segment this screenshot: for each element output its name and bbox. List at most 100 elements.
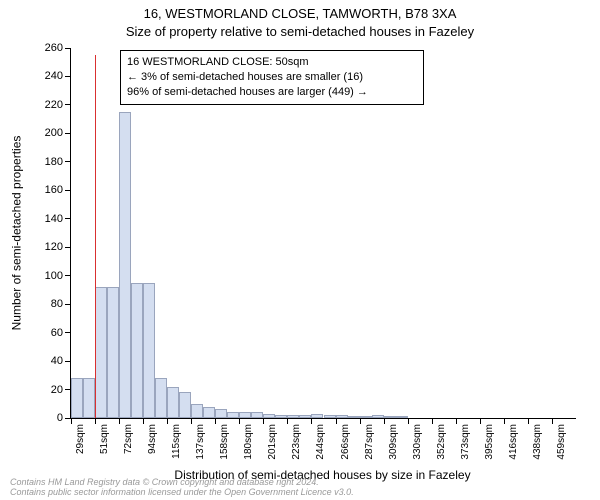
x-tick: [167, 418, 168, 424]
histogram-bar: [71, 378, 83, 418]
y-tick: [65, 161, 71, 162]
y-tick: [65, 247, 71, 248]
x-tick: [480, 418, 481, 424]
y-tick: [65, 133, 71, 134]
x-tick-label: 115sqm: [171, 424, 182, 459]
y-tick-label: 80: [51, 298, 63, 310]
x-tick-label: 330sqm: [412, 424, 423, 460]
x-tick: [119, 418, 120, 424]
x-tick-label: 395sqm: [484, 424, 495, 460]
x-tick: [215, 418, 216, 424]
histogram-bar: [119, 112, 131, 418]
x-tick: [95, 418, 96, 424]
x-tick: [263, 418, 264, 424]
x-tick: [432, 418, 433, 424]
property-size-chart: 16, WESTMORLAND CLOSE, TAMWORTH, B78 3XA…: [0, 0, 600, 500]
y-tick-label: 260: [45, 42, 63, 54]
x-tick: [552, 418, 553, 424]
histogram-bar: [396, 416, 408, 418]
x-tick-label: 352sqm: [436, 424, 447, 460]
histogram-bar: [372, 415, 384, 418]
histogram-bar: [275, 415, 287, 418]
histogram-bar: [227, 412, 239, 418]
annotation-line-1: 16 WESTMORLAND CLOSE: 50sqm: [127, 55, 417, 70]
histogram-bar: [336, 415, 348, 418]
annotation-box: 16 WESTMORLAND CLOSE: 50sqm ← 3% of semi…: [120, 50, 424, 105]
x-tick-label: 201sqm: [267, 424, 278, 460]
y-tick-label: 40: [51, 355, 63, 367]
x-tick: [287, 418, 288, 424]
histogram-bar: [287, 415, 299, 418]
y-axis-label: Number of semi-detached properties: [8, 48, 24, 418]
x-tick: [384, 418, 385, 424]
x-tick: [504, 418, 505, 424]
y-tick-label: 220: [45, 99, 63, 111]
x-tick: [191, 418, 192, 424]
x-tick-label: 72sqm: [123, 424, 134, 454]
y-tick: [65, 48, 71, 49]
y-tick-label: 60: [51, 327, 63, 339]
x-tick-label: 373sqm: [460, 424, 471, 460]
histogram-bar: [215, 409, 227, 418]
histogram-bar: [143, 283, 155, 418]
x-tick-label: 137sqm: [195, 424, 206, 460]
x-tick: [336, 418, 337, 424]
x-tick: [143, 418, 144, 424]
x-tick-label: 309sqm: [388, 424, 399, 460]
x-tick: [311, 418, 312, 424]
histogram-bar: [203, 407, 215, 418]
histogram-bar: [348, 416, 360, 418]
histogram-bar: [167, 387, 179, 418]
y-tick-label: 160: [45, 184, 63, 196]
histogram-bar: [83, 378, 95, 418]
y-tick: [65, 275, 71, 276]
annotation-line-3: 96% of semi-detached houses are larger (…: [127, 85, 417, 100]
histogram-bar: [131, 283, 143, 418]
histogram-bar: [384, 416, 396, 418]
y-tick-label: 0: [57, 412, 63, 424]
histogram-bar: [251, 412, 263, 418]
x-tick-label: 244sqm: [315, 424, 326, 460]
y-tick-label: 120: [45, 241, 63, 253]
x-tick: [528, 418, 529, 424]
histogram-bar: [263, 414, 275, 418]
histogram-bar: [239, 412, 251, 418]
annotation-line-2: ← 3% of semi-detached houses are smaller…: [127, 70, 417, 85]
y-tick-label: 240: [45, 70, 63, 82]
x-tick-label: 180sqm: [243, 424, 254, 460]
x-tick-label: 223sqm: [291, 424, 302, 460]
x-tick: [71, 418, 72, 424]
x-tick: [456, 418, 457, 424]
y-tick: [65, 332, 71, 333]
y-tick: [65, 218, 71, 219]
chart-title: 16, WESTMORLAND CLOSE, TAMWORTH, B78 3XA: [0, 6, 600, 21]
y-tick-label: 200: [45, 127, 63, 139]
y-tick: [65, 190, 71, 191]
histogram-bar: [155, 378, 167, 418]
x-tick: [239, 418, 240, 424]
y-tick-label: 100: [45, 270, 63, 282]
x-tick: [408, 418, 409, 424]
histogram-bar: [360, 416, 372, 418]
y-tick-label: 140: [45, 213, 63, 225]
x-tick-label: 29sqm: [75, 424, 86, 454]
histogram-bar: [95, 287, 107, 418]
x-tick-label: 459sqm: [556, 424, 567, 460]
x-tick-label: 416sqm: [508, 424, 519, 460]
x-tick-label: 266sqm: [340, 424, 351, 460]
property-marker-line: [95, 55, 96, 418]
histogram-bar: [324, 415, 336, 418]
x-tick-label: 94sqm: [147, 424, 158, 454]
histogram-bar: [107, 287, 119, 418]
y-tick-label: 20: [51, 384, 63, 396]
histogram-bar: [179, 392, 191, 418]
histogram-bar: [311, 414, 323, 418]
chart-subtitle: Size of property relative to semi-detach…: [0, 24, 600, 39]
x-tick-label: 51sqm: [99, 424, 110, 454]
y-tick: [65, 361, 71, 362]
y-tick: [65, 304, 71, 305]
x-tick: [360, 418, 361, 424]
histogram-bar: [191, 404, 203, 418]
y-tick: [65, 104, 71, 105]
y-tick-label: 180: [45, 156, 63, 168]
